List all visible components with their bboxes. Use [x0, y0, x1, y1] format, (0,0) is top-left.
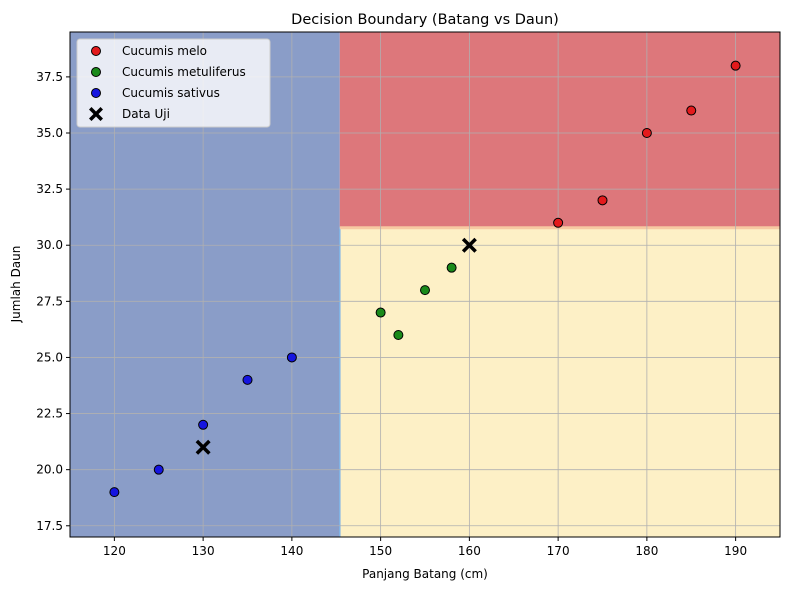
legend-marker [89, 107, 103, 121]
legend: Cucumis melo Cucumis metuliferus Cucumis s… [76, 38, 271, 128]
point-cucumis-metuliferus [446, 262, 457, 273]
x-tick-label: 130 [192, 544, 215, 558]
x-tick-label: 140 [280, 544, 303, 558]
point-cucumis-metuliferus [393, 330, 404, 340]
data-points [109, 60, 741, 498]
legend-label: Data Uji [122, 107, 170, 121]
x-axis-ticks: 120 130 140 150 160 170 180 190 [103, 537, 747, 558]
region-cucumis-melo [339, 32, 780, 228]
point-cucumis-melo [641, 128, 652, 138]
grid-lines [70, 32, 780, 537]
y-axis-ticks: 17.5 20.0 22.5 25.0 27.5 30.0 32.5 35.0 37.5 [36, 70, 70, 533]
point-cucumis-metuliferus [375, 307, 386, 318]
y-tick-label: 37.5 [36, 70, 63, 84]
legend-marker [91, 67, 101, 77]
y-tick-label: 17.5 [36, 519, 63, 533]
point-cucumis-sativus [242, 374, 253, 385]
y-tick-label: 20.0 [36, 463, 63, 477]
legend-label: Cucumis sativus [122, 86, 220, 100]
legend-label: Cucumis melo [122, 44, 207, 58]
legend-box [76, 38, 271, 128]
y-tick-label: 32.5 [36, 182, 63, 196]
point-data-uji [461, 237, 477, 253]
region-cucumis-metuliferus [339, 227, 780, 537]
point-cucumis-sativus [109, 487, 120, 498]
chart-title: Decision Boundary (Batang vs Daun) [291, 12, 559, 28]
point-cucumis-melo [686, 105, 697, 116]
x-tick-label: 150 [369, 544, 392, 558]
point-cucumis-melo [553, 217, 564, 228]
x-tick-label: 190 [724, 544, 747, 558]
y-tick-label: 35.0 [36, 126, 63, 140]
y-tick-label: 22.5 [36, 407, 63, 421]
y-tick-label: 30.0 [36, 238, 63, 252]
y-tick-label: 25.0 [36, 350, 63, 364]
y-tick-label: 27.5 [36, 294, 63, 308]
legend-marker [91, 46, 101, 56]
point-cucumis-melo [730, 60, 741, 71]
legend-label: Cucumis metuliferus [122, 65, 246, 79]
point-cucumis-sativus [286, 352, 297, 363]
x-tick-label: 170 [547, 544, 570, 558]
point-cucumis-metuliferus [420, 285, 430, 296]
x-tick-label: 160 [458, 544, 481, 558]
point-cucumis-sativus [153, 464, 164, 475]
point-cucumis-melo [597, 195, 608, 206]
x-axis-title: Panjang Batang (cm) [362, 567, 488, 581]
boundary-line-horizontal [339, 226, 780, 230]
legend-marker [91, 88, 101, 98]
plot-frame [69, 31, 781, 538]
point-cucumis-sativus [198, 419, 209, 430]
y-axis-title: Jumlah Daun [9, 246, 23, 324]
x-tick-label: 120 [103, 544, 126, 558]
x-tick-label: 180 [635, 544, 658, 558]
point-data-uji [195, 439, 211, 455]
